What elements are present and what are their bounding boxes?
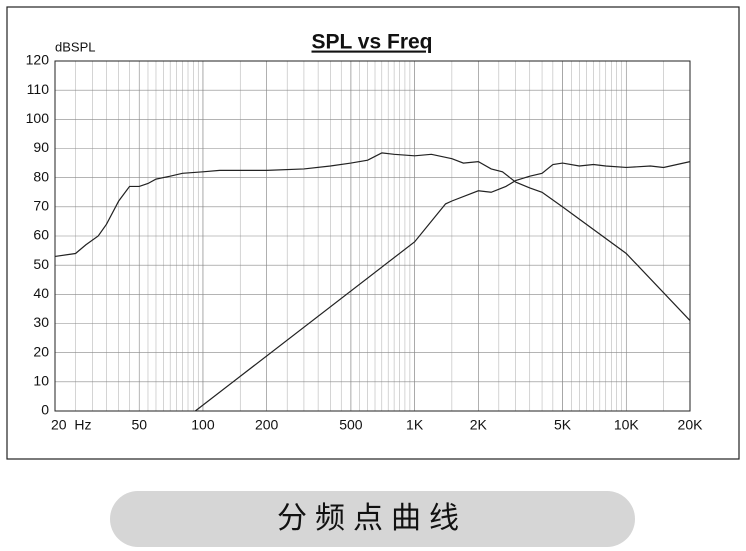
y-tick-label: 90	[33, 139, 49, 155]
y-tick-label: 50	[33, 256, 49, 272]
y-tick-label: 0	[41, 402, 49, 418]
x-tick-label: 5K	[554, 417, 572, 433]
spl-curve	[54, 152, 691, 321]
chart-frame	[6, 6, 740, 460]
chart-title: SPL vs Freq	[312, 31, 433, 54]
x-tick-label: 10K	[614, 417, 640, 433]
y-tick-label: 10	[33, 373, 49, 389]
y-tick-label: 30	[33, 314, 49, 330]
y-tick-label: 20	[33, 343, 49, 359]
x-tick-label: 20 Hz	[51, 417, 91, 433]
y-tick-label: 120	[26, 52, 50, 68]
y-tick-label: 100	[26, 110, 50, 126]
x-tick-label: 20K	[678, 417, 704, 433]
y-tick-label: 40	[33, 285, 49, 301]
y-tick-label: 80	[33, 168, 49, 184]
x-tick-label: 2K	[470, 417, 488, 433]
x-tick-label: 100	[191, 417, 215, 433]
y-tick-label: 70	[33, 198, 49, 214]
plot-border	[54, 60, 691, 412]
y-axis-label: dBSPL	[55, 39, 95, 54]
spl-curve	[194, 161, 691, 412]
x-tick-label: 500	[339, 417, 363, 433]
footer-label: 分频点曲线	[277, 502, 467, 535]
footer-pill	[110, 491, 635, 547]
x-tick-label: 50	[131, 417, 147, 433]
x-tick-label: 200	[255, 417, 279, 433]
y-tick-label: 60	[33, 227, 49, 243]
x-tick-label: 1K	[406, 417, 424, 433]
y-tick-label: 110	[27, 81, 50, 97]
